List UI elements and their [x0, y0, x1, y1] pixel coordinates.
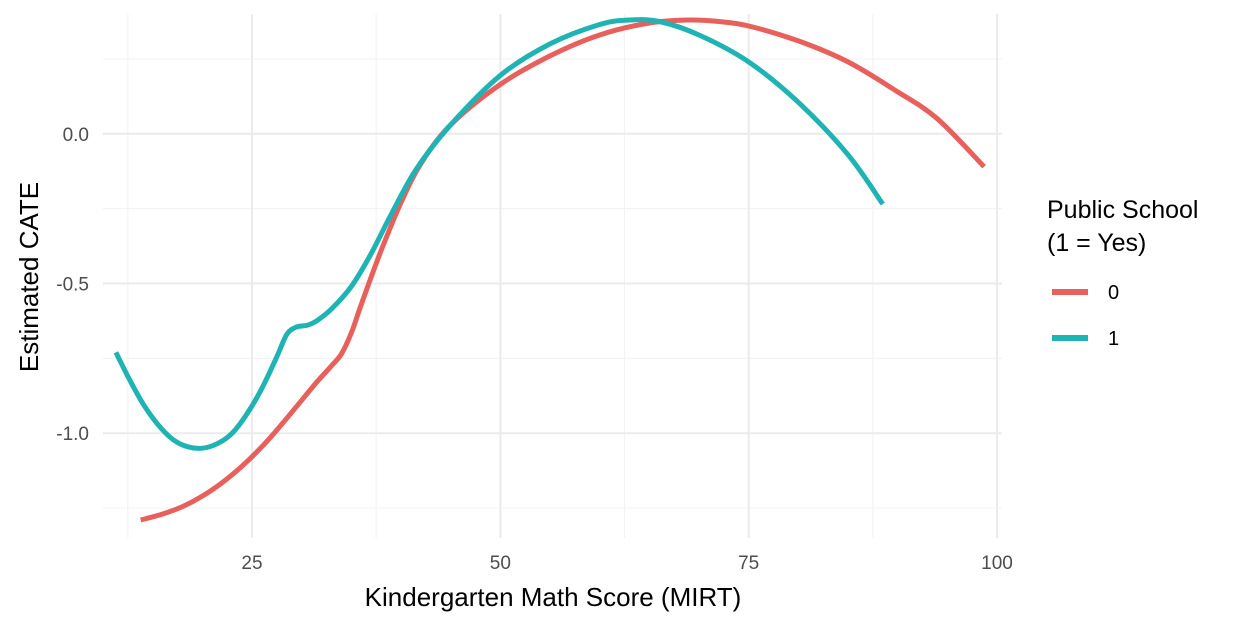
x-tick-label-50: 50	[490, 553, 511, 574]
x-axis-title: Kindergarten Math Score (MIRT)	[365, 582, 742, 612]
legend-label-1: 1	[1108, 328, 1119, 350]
series-lines	[113, 17, 986, 523]
series-line-1	[113, 17, 885, 451]
legend-title-line-1: Public School	[1047, 196, 1198, 224]
legend-items: 01	[1052, 282, 1119, 350]
x-axis-ticks: 25 50 75 100	[241, 553, 1012, 574]
x-tick-label-75: 75	[738, 553, 759, 574]
y-axis-title: Estimated CATE	[14, 182, 44, 372]
grid	[103, 14, 1002, 538]
legend: Public School (1 = Yes) 01	[1047, 196, 1198, 350]
y-tick-label--0.5: -0.5	[56, 274, 89, 295]
x-tick-label-100: 100	[981, 553, 1013, 574]
y-tick-label--1.0: -1.0	[56, 424, 89, 445]
legend-title-line-2: (1 = Yes)	[1047, 229, 1146, 257]
series-line-0	[140, 17, 986, 523]
x-tick-label-25: 25	[241, 553, 262, 574]
y-tick-label-0.0: 0.0	[63, 125, 89, 146]
legend-label-0: 0	[1108, 282, 1119, 304]
y-axis-ticks: -1.0 -0.5 0.0	[56, 125, 89, 445]
